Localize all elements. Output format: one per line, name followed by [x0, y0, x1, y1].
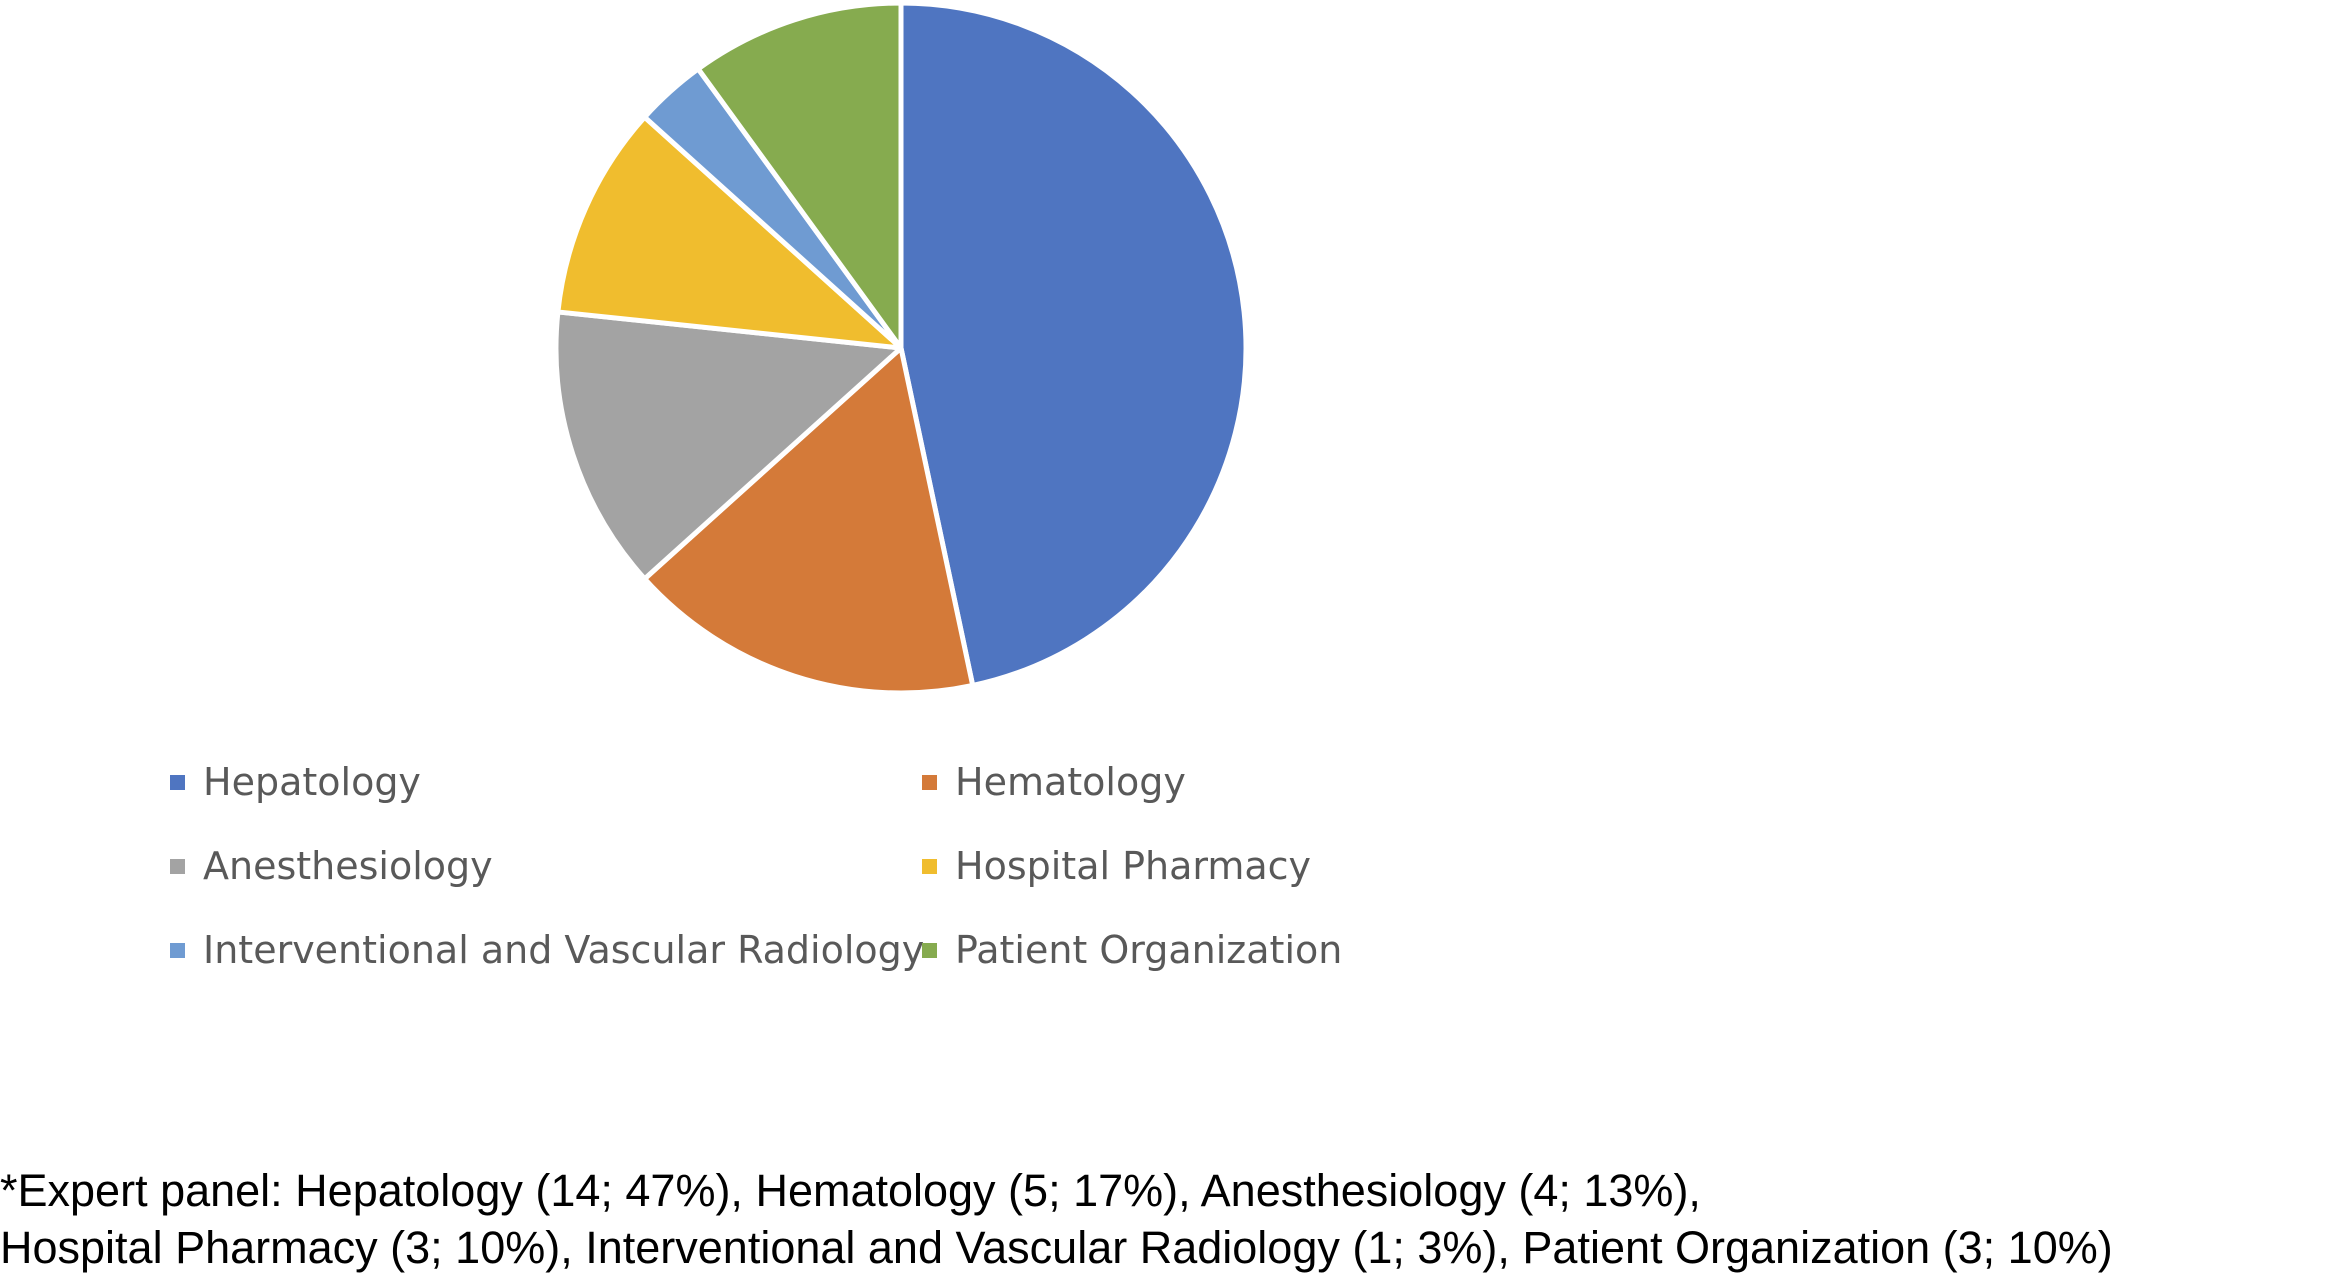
legend-item-patient-organization: Patient Organization	[922, 928, 1342, 972]
pie-slice-anesthesiology	[553, 309, 904, 582]
legend-item-hospital-pharmacy: Hospital Pharmacy	[922, 844, 1311, 888]
pie-slice-hospital-pharmacy	[555, 114, 904, 351]
legend-item-hepatology: Hepatology	[170, 760, 421, 804]
legend-label: Hepatology	[203, 760, 421, 804]
footnote: *Expert panel: Hepatology (14; 47%), Hem…	[0, 1162, 2341, 1276]
legend-swatch	[922, 774, 937, 790]
legend-swatch	[922, 858, 937, 874]
pie-slice-hematology	[642, 345, 976, 696]
legend-label: Hematology	[955, 760, 1186, 804]
legend-label: Anesthesiology	[203, 844, 493, 888]
legend-swatch	[170, 774, 185, 790]
legend-swatch	[922, 942, 937, 958]
pie-slice-patient-organization	[695, 0, 904, 351]
footnote-line-1: *Expert panel: Hepatology (14; 47%), Hem…	[0, 1165, 1701, 1216]
legend-label: Interventional and Vascular Radiology	[203, 928, 925, 972]
legend-label: Hospital Pharmacy	[955, 844, 1312, 888]
legend-item-hematology: Hematology	[922, 760, 1186, 804]
footnote-line-2: Hospital Pharmacy (3; 10%), Intervention…	[0, 1222, 2113, 1273]
legend-item-anesthesiology: Anesthesiology	[170, 844, 493, 888]
legend-item-interventional-radiology: Interventional and Vascular Radiology	[170, 928, 924, 972]
pie-slices	[553, 0, 1249, 696]
legend-swatch	[170, 858, 185, 874]
legend-label: Patient Organization	[955, 928, 1343, 972]
pie-slice-hepatology	[898, 0, 1249, 688]
legend-swatch	[170, 942, 185, 958]
